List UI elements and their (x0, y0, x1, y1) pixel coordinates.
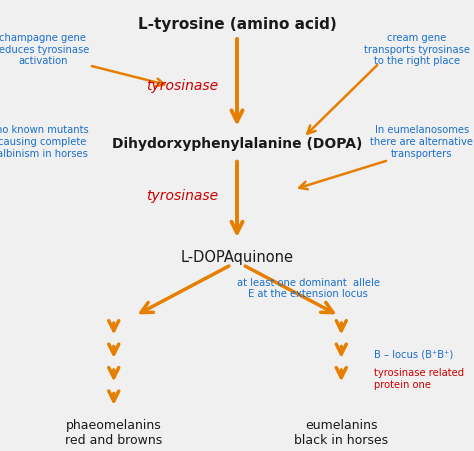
Text: cream gene
transports tyrosinase
to the right place: cream gene transports tyrosinase to the … (364, 33, 470, 66)
Text: at least one dominant  allele
E at the extension locus: at least one dominant allele E at the ex… (237, 278, 380, 299)
Text: champagne gene
reduces tyrosinase
activation: champagne gene reduces tyrosinase activa… (0, 33, 90, 66)
Text: Dihydorxyphenylalanine (DOPA): Dihydorxyphenylalanine (DOPA) (112, 137, 362, 152)
Text: tyrosinase: tyrosinase (146, 78, 219, 93)
Text: L-tyrosine (amino acid): L-tyrosine (amino acid) (137, 17, 337, 32)
Text: L-DOPAquinone: L-DOPAquinone (181, 249, 293, 265)
Text: B – locus (B⁺B⁺): B – locus (B⁺B⁺) (374, 349, 454, 359)
Text: eumelanins
black in horses: eumelanins black in horses (294, 419, 388, 447)
Text: phaeomelanins
red and browns: phaeomelanins red and browns (65, 419, 163, 447)
Text: In eumelanosomes
there are alternative
transporters: In eumelanosomes there are alternative t… (370, 125, 474, 159)
Text: tyrosinase related
protein one: tyrosinase related protein one (374, 368, 465, 390)
Text: no known mutants
causing complete
albinism in horses: no known mutants causing complete albini… (0, 125, 89, 159)
Text: tyrosinase: tyrosinase (146, 189, 219, 203)
